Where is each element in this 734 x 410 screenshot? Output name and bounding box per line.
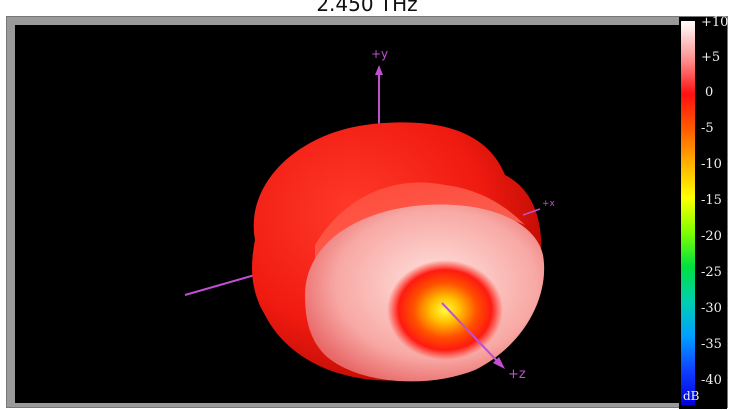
pattern-lobe-band — [315, 182, 525, 265]
colorbar-gradient — [681, 21, 695, 405]
z-axis-arrow — [493, 357, 505, 369]
radiation-pattern-plot — [184, 65, 545, 382]
colorbar-tick: -5 — [701, 121, 714, 136]
colorbar: +10 +5 0 -5 -10 -15 -20 -25 -30 -35 -40 … — [679, 15, 729, 409]
y-axis-label: +y — [371, 47, 389, 61]
x-axis-label: +x — [542, 199, 555, 209]
z-axis-label: +z — [508, 367, 526, 382]
colorbar-tick: -10 — [701, 157, 722, 172]
x-axis-back — [184, 274, 256, 296]
colorbar-tick: -35 — [701, 337, 722, 352]
colorbar-tick: -25 — [701, 265, 722, 280]
pattern-hotspot — [387, 260, 503, 360]
colorbar-tick: -30 — [701, 301, 722, 316]
colorbar-tick: 0 — [705, 85, 714, 100]
x-axis — [522, 208, 541, 216]
3d-viewer[interactable]: +y +x +z +10 +5 0 -5 -10 -15 -20 -25 -30… — [6, 15, 729, 409]
colorbar-tick: +5 — [701, 50, 721, 65]
z-axis — [441, 302, 500, 364]
colorbar-tick: -20 — [701, 229, 722, 244]
frequency-title: 2.450 THz — [316, 0, 418, 15]
colorbar-unit: dB — [683, 389, 700, 403]
radiation-pattern-canvas[interactable]: +y +x +z — [15, 25, 681, 403]
colorbar-tick: -15 — [701, 193, 722, 208]
colorbar-tick: +10 — [701, 15, 729, 30]
colorbar-tick: -40 — [701, 373, 722, 388]
y-axis-arrow — [375, 65, 383, 75]
